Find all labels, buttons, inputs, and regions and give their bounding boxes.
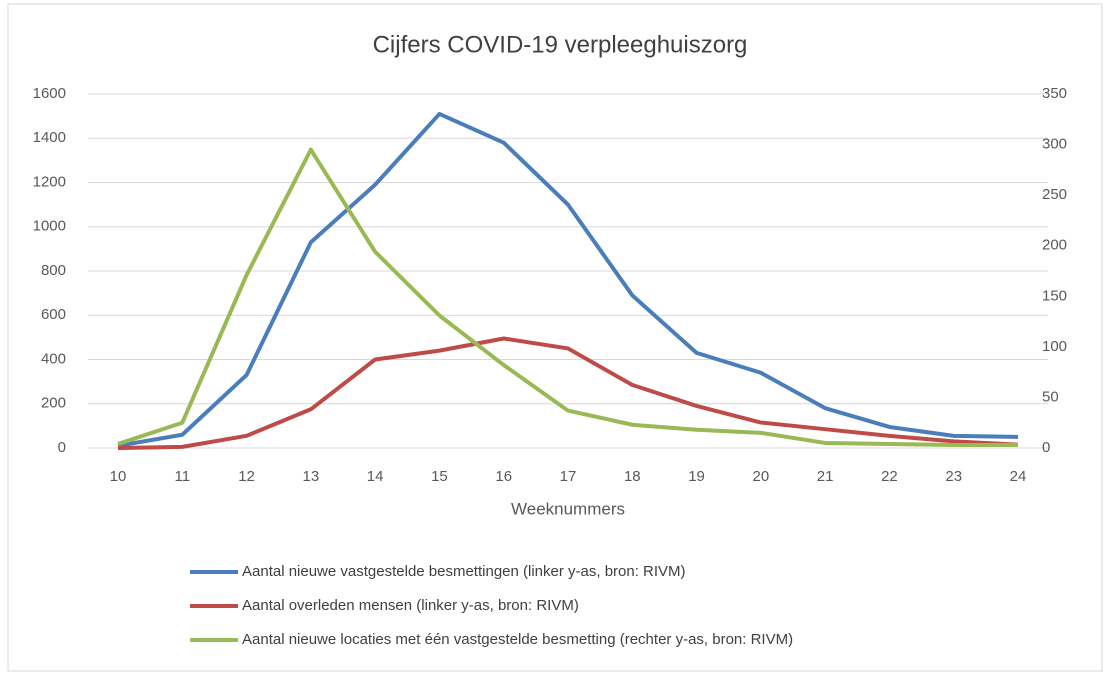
- x-tick-label: 15: [431, 468, 448, 485]
- x-tick-label: 16: [495, 468, 512, 485]
- series-line: [117, 336, 1019, 450]
- y2-tick-label: 0: [1042, 439, 1050, 456]
- x-tick-label: 14: [367, 468, 384, 485]
- y-tick-label: 1600: [33, 85, 66, 102]
- x-tick-label: 11: [174, 468, 190, 485]
- x-tick-label: 24: [1010, 468, 1027, 485]
- chart-border: [7, 3, 1103, 672]
- y2-tick-label: 350: [1042, 85, 1067, 102]
- y2-tick-label: 300: [1042, 136, 1067, 153]
- x-tick-label: 13: [303, 468, 320, 485]
- series-line: [117, 147, 1018, 447]
- y-tick-label: 1400: [33, 129, 66, 146]
- y-tick-label: 200: [41, 395, 66, 412]
- y-tick-label: 800: [41, 262, 66, 279]
- y2-tick-label: 50: [1042, 388, 1059, 405]
- y-tick-label: 400: [41, 350, 66, 367]
- y-tick-label: 600: [41, 306, 66, 323]
- y-tick-label: 0: [58, 439, 66, 456]
- x-tick-label: 23: [945, 468, 962, 485]
- legend-label: Aantal overleden mensen (linker y-as, br…: [242, 597, 579, 614]
- x-tick-label: 20: [753, 468, 770, 485]
- legend-label: Aantal nieuwe vastgestelde besmettingen …: [242, 563, 686, 580]
- x-tick-label: 18: [624, 468, 641, 485]
- y2-tick-label: 150: [1042, 287, 1067, 304]
- x-tick-label: 10: [110, 468, 127, 485]
- x-axis-label: Weeknummers: [511, 499, 625, 518]
- series-line: [117, 111, 1019, 448]
- chart-title: Cijfers COVID-19 verpleeghuiszorg: [373, 31, 748, 58]
- x-tick-label: 19: [688, 468, 705, 485]
- y-tick-label: 1000: [33, 218, 66, 235]
- x-tick-label: 21: [817, 468, 834, 485]
- y2-tick-label: 250: [1042, 186, 1067, 203]
- y2-tick-label: 200: [1042, 237, 1067, 254]
- x-tick-label: 22: [881, 468, 898, 485]
- y-tick-label: 1200: [33, 173, 66, 190]
- legend-label: Aantal nieuwe locaties met één vastgeste…: [242, 631, 793, 648]
- y2-tick-label: 100: [1042, 338, 1067, 355]
- x-tick-label: 17: [560, 468, 577, 485]
- x-tick-label: 12: [238, 468, 255, 485]
